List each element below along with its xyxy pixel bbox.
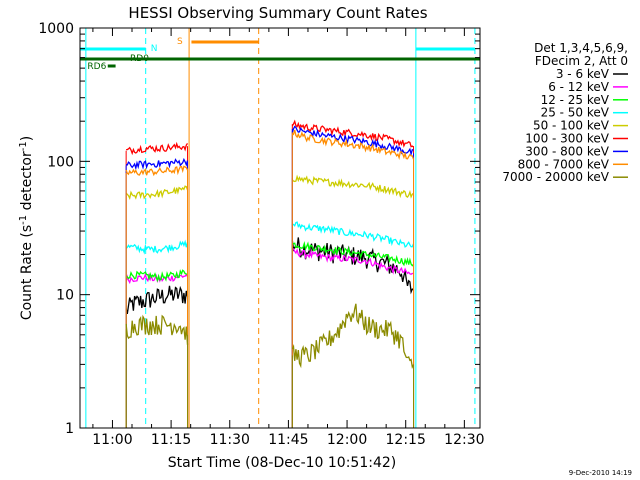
x-tick-label: 12:15	[386, 432, 426, 448]
series-line-5-seg2	[291, 119, 414, 148]
x-tick-label: 12:00	[327, 432, 367, 448]
x-tick-label: 11:00	[92, 432, 132, 448]
flag-label-rd6: RD6	[87, 62, 106, 72]
x-tick-label: 11:15	[151, 432, 191, 448]
y-tick-label: 10	[56, 288, 74, 304]
chart-title: HESSI Observing Summary Count Rates	[128, 4, 427, 22]
axes-layer: 11:00 11:15 11:30 11:45 12:00 12:15 12:30 1 10 10…	[38, 21, 484, 448]
y-tick-label: 100	[47, 154, 74, 170]
series-line-3-seg2	[292, 221, 415, 248]
series-line-4-seg1	[125, 185, 189, 201]
legend-label-7: 800 - 7000 keV	[518, 157, 610, 171]
series-line-2-seg1	[125, 269, 188, 283]
legend-label-2: 12 - 25 keV	[541, 93, 610, 107]
flag-label-n: N	[151, 44, 158, 54]
series-line-8-seg1	[125, 314, 189, 345]
y-tick-label: 1	[65, 421, 74, 437]
x-tick-label: 12:30	[444, 432, 484, 448]
legend-label-0: 3 - 6 keV	[556, 67, 610, 81]
y-tick-label: 1000	[38, 21, 74, 37]
plot-frame	[79, 27, 481, 429]
legend-header-line-2: FDecim 2, Att 0	[535, 54, 628, 68]
legend-label-8: 7000 - 20000 keV	[502, 170, 609, 184]
flag-label-rd0: RD0	[130, 54, 149, 64]
series-line-0-seg1	[125, 285, 189, 315]
legend-label-1: 6 - 12 keV	[548, 80, 610, 94]
series-line-2-seg2	[292, 241, 414, 267]
flag-label-s: S	[177, 37, 183, 47]
legend-label-6: 300 - 800 keV	[525, 144, 609, 158]
series-line-5-seg1	[126, 141, 189, 156]
series-line-6-seg1	[125, 157, 189, 171]
series-line-0-seg2	[291, 237, 414, 295]
x-tick-label: 11:30	[210, 432, 250, 448]
legend-label-4: 50 - 100 keV	[533, 119, 610, 133]
y-axis-label: Count Rate (s-1 detector-1)	[18, 136, 35, 320]
data-layer: N S RD0 RD6	[80, 28, 480, 428]
x-axis-label: Start Time (08-Dec-10 10:51:42)	[168, 455, 396, 471]
legend-label-5: 100 - 300 keV	[525, 132, 609, 146]
series-line-8-seg2	[291, 303, 415, 370]
series-line-1-seg2	[292, 247, 414, 276]
x-tick-label: 11:45	[268, 432, 308, 448]
legend-header-line-1: Det 1,3,4,5,6,9,	[534, 41, 628, 55]
timestamp: 9-Dec-2010 14:19	[569, 469, 632, 477]
series-line-7-seg2	[291, 129, 415, 160]
series-line-3-seg1	[125, 239, 189, 255]
series-line-7-seg1	[125, 165, 189, 177]
legend-label-3: 25 - 50 keV	[541, 106, 610, 120]
series-line-4-seg2	[291, 174, 414, 199]
